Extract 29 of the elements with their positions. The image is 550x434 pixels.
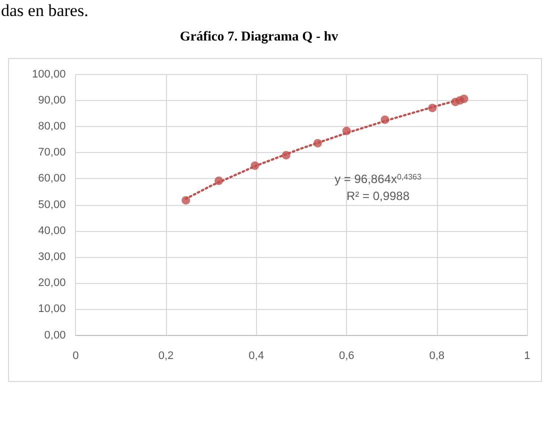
- point: [342, 126, 351, 136]
- point: [380, 115, 390, 124]
- y-tick-label: 30,00: [38, 251, 66, 263]
- point: [250, 161, 260, 170]
- y-tick-label: 60,00: [38, 172, 66, 185]
- x-tick-label: 0,8: [429, 350, 445, 362]
- x-tick-label: 0,4: [248, 350, 264, 362]
- point: [182, 196, 190, 205]
- x-tick-label: 0: [72, 350, 79, 362]
- x-tick-label: 0,6: [338, 350, 354, 362]
- point: [460, 94, 468, 104]
- y-tick-label: 100,00: [32, 68, 66, 80]
- point: [214, 176, 224, 186]
- y-tick-label: 0,00: [44, 329, 66, 342]
- x-tick-label: 1: [524, 350, 530, 362]
- point: [428, 104, 437, 112]
- annotation: R² = 0,9988: [346, 189, 410, 203]
- y-tick-label: 70,00: [38, 146, 66, 159]
- y-tick-label: 50,00: [38, 198, 66, 211]
- x-tick-label: 0,2: [158, 350, 174, 362]
- y-tick-label: 20,00: [38, 277, 66, 290]
- text: das en bares.: [1, 1, 88, 20]
- y-tick-label: 10,00: [38, 303, 66, 316]
- point: [282, 150, 290, 160]
- y-tick-label: 80,00: [38, 120, 66, 132]
- chart-title: Gráfico 7. Diagrama Q - hv: [180, 28, 338, 44]
- y-tick-label: 90,00: [38, 94, 66, 106]
- y-tick-label: 40,00: [38, 224, 66, 237]
- point: [313, 138, 322, 148]
